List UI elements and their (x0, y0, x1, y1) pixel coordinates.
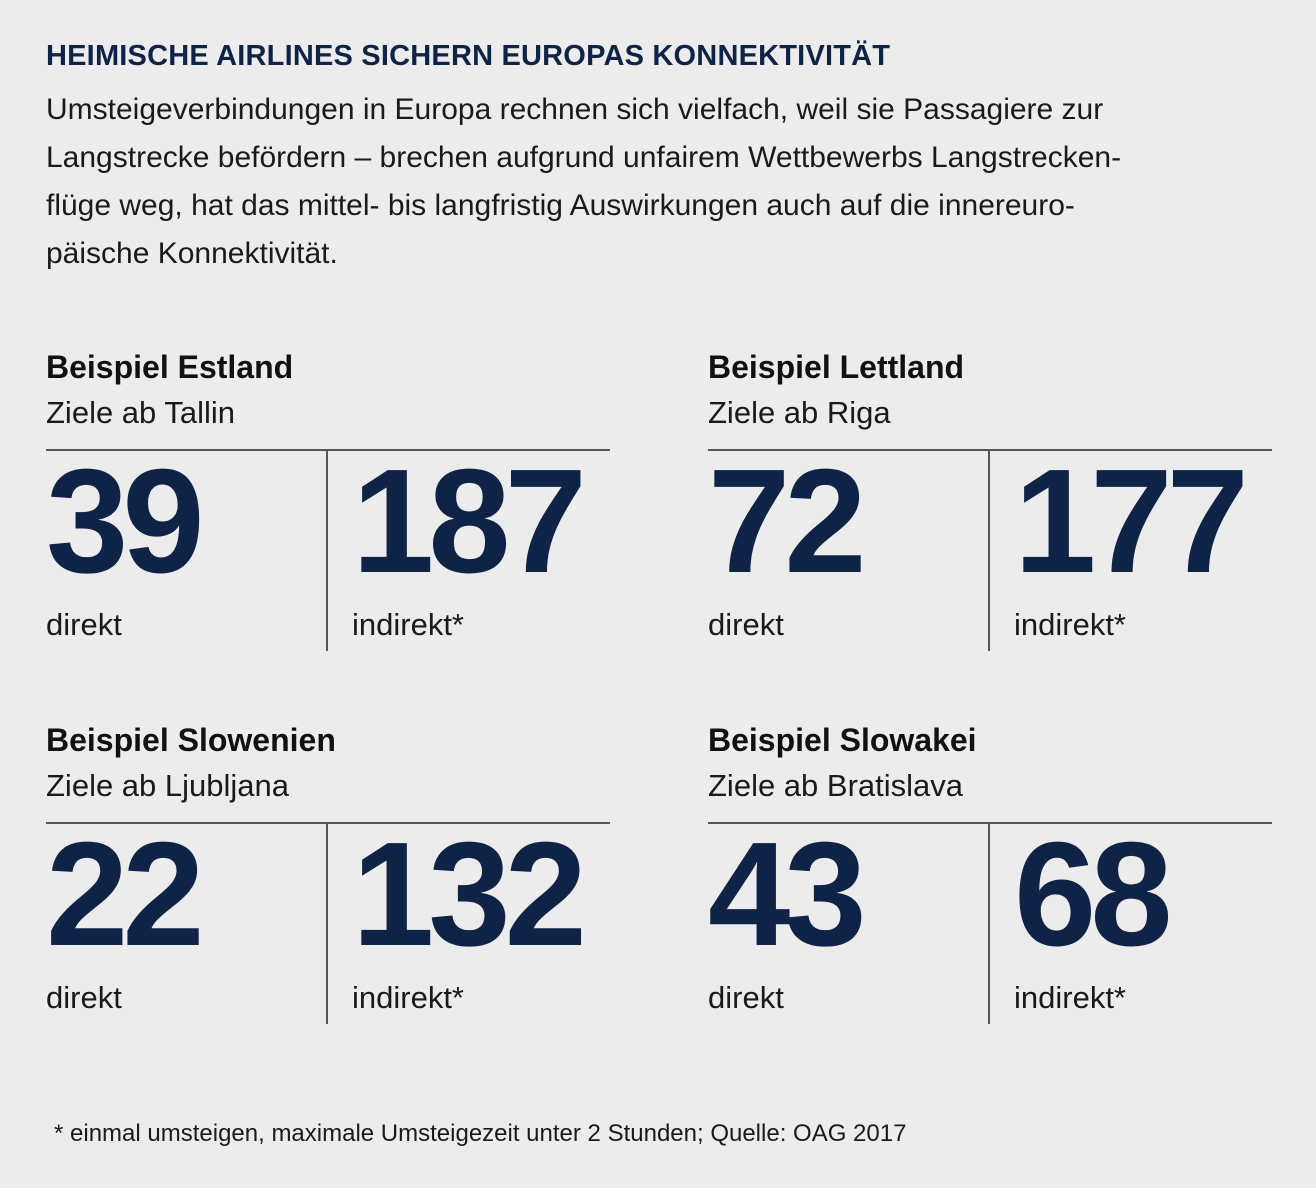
divider-horizontal (708, 822, 1272, 824)
example-heading: Beispiel Lettland (708, 349, 965, 385)
example-subtitle: Ziele ab Ljubljana (46, 768, 290, 803)
indirect-label: indirekt* (352, 607, 464, 642)
example-slowakei: Beispiel Slowakei Ziele ab Bratislava 43… (708, 722, 1272, 1042)
example-slowenien: Beispiel Slowenien Ziele ab Ljubljana 22… (46, 722, 610, 1042)
direct-label: direkt (708, 607, 784, 642)
intro-line: flüge weg, hat das mittel- bis langfrist… (46, 189, 1075, 222)
direct-count: 72 (708, 439, 867, 604)
intro-line: Langstrecke befördern – brechen aufgrund… (46, 141, 1122, 174)
intro-text: Umsteigeverbindungen in Europa rechnen s… (46, 86, 1286, 278)
example-estland: Beispiel Estland Ziele ab Tallin 39 dire… (46, 349, 610, 669)
footnote: * einmal umsteigen, maximale Umsteigezei… (54, 1120, 907, 1147)
indirect-count: 132 (352, 812, 587, 977)
example-subtitle: Ziele ab Tallin (46, 395, 235, 430)
divider-vertical (988, 822, 990, 1024)
divider-horizontal (708, 449, 1272, 451)
intro-line: päische Konnektivität. (46, 237, 338, 270)
indirect-count: 187 (352, 439, 587, 604)
example-lettland: Beispiel Lettland Ziele ab Riga 72 direk… (708, 349, 1272, 669)
divider-vertical (326, 449, 328, 651)
direct-count: 22 (46, 812, 205, 977)
indirect-label: indirekt* (1014, 607, 1126, 642)
indirect-count: 68 (1014, 812, 1173, 977)
indirect-label: indirekt* (1014, 980, 1126, 1015)
example-heading: Beispiel Slowenien (46, 722, 336, 758)
direct-label: direkt (708, 980, 784, 1015)
page-title: HEIMISCHE AIRLINES SICHERN EUROPAS KONNE… (46, 40, 891, 72)
example-heading: Beispiel Slowakei (708, 722, 977, 758)
direct-count: 43 (708, 812, 867, 977)
example-heading: Beispiel Estland (46, 349, 294, 385)
indirect-label: indirekt* (352, 980, 464, 1015)
direct-label: direkt (46, 607, 122, 642)
indirect-count: 177 (1014, 439, 1249, 604)
direct-label: direkt (46, 980, 122, 1015)
direct-count: 39 (46, 439, 205, 604)
divider-horizontal (46, 822, 610, 824)
intro-line: Umsteigeverbindungen in Europa rechnen s… (46, 93, 1104, 126)
example-subtitle: Ziele ab Riga (708, 395, 891, 430)
divider-vertical (988, 449, 990, 651)
example-subtitle: Ziele ab Bratislava (708, 768, 964, 803)
divider-vertical (326, 822, 328, 1024)
divider-horizontal (46, 449, 610, 451)
